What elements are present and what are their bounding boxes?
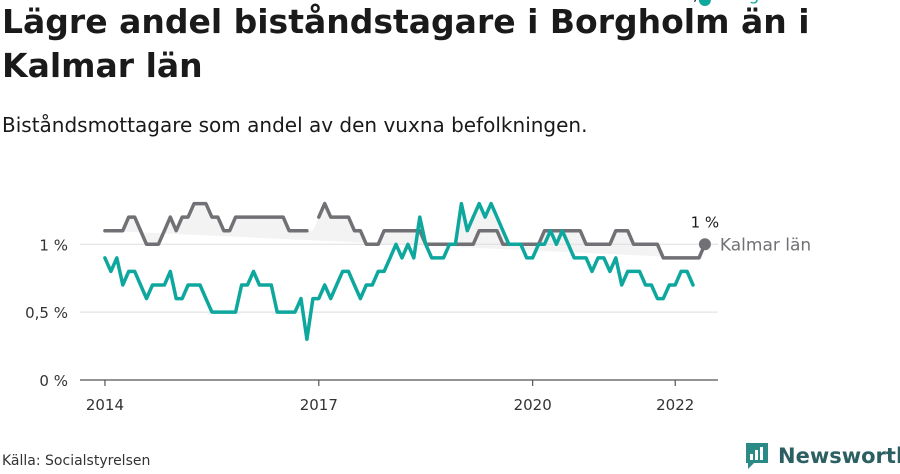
chart-subtitle: Biståndsmottagare som andel av den vuxna… xyxy=(2,113,588,137)
y-tick-label: 1 % xyxy=(39,236,68,254)
bar-chart-logo-icon xyxy=(746,443,768,469)
brand-name: Newsworthy xyxy=(778,444,900,468)
x-tick-label: 2020 xyxy=(514,396,552,414)
y-tick-label: 0,5 % xyxy=(25,304,68,322)
brand-logo: Newsworthy xyxy=(744,440,900,472)
kalmar-end-value-label: 1 % xyxy=(691,213,720,231)
borgholm-end-value-label: 0,7 % xyxy=(683,0,726,4)
kalmar-end-marker xyxy=(698,238,711,251)
x-tick-label: 2017 xyxy=(300,396,338,414)
chart-title: Lägre andel biståndstagare i Borgholm än… xyxy=(2,2,810,85)
x-tick-label: 2014 xyxy=(86,396,124,414)
x-tick-label: 2022 xyxy=(656,396,694,414)
kalmar-series-label: Kalmar län xyxy=(720,235,811,255)
borgholm-series-label: Borgholms kommun xyxy=(720,0,891,5)
borgholm-end-marker xyxy=(698,0,711,6)
y-tick-label: 0 % xyxy=(39,372,68,390)
source-note: Källa: Socialstyrelsen xyxy=(2,453,151,469)
borgholm-line xyxy=(103,201,695,342)
